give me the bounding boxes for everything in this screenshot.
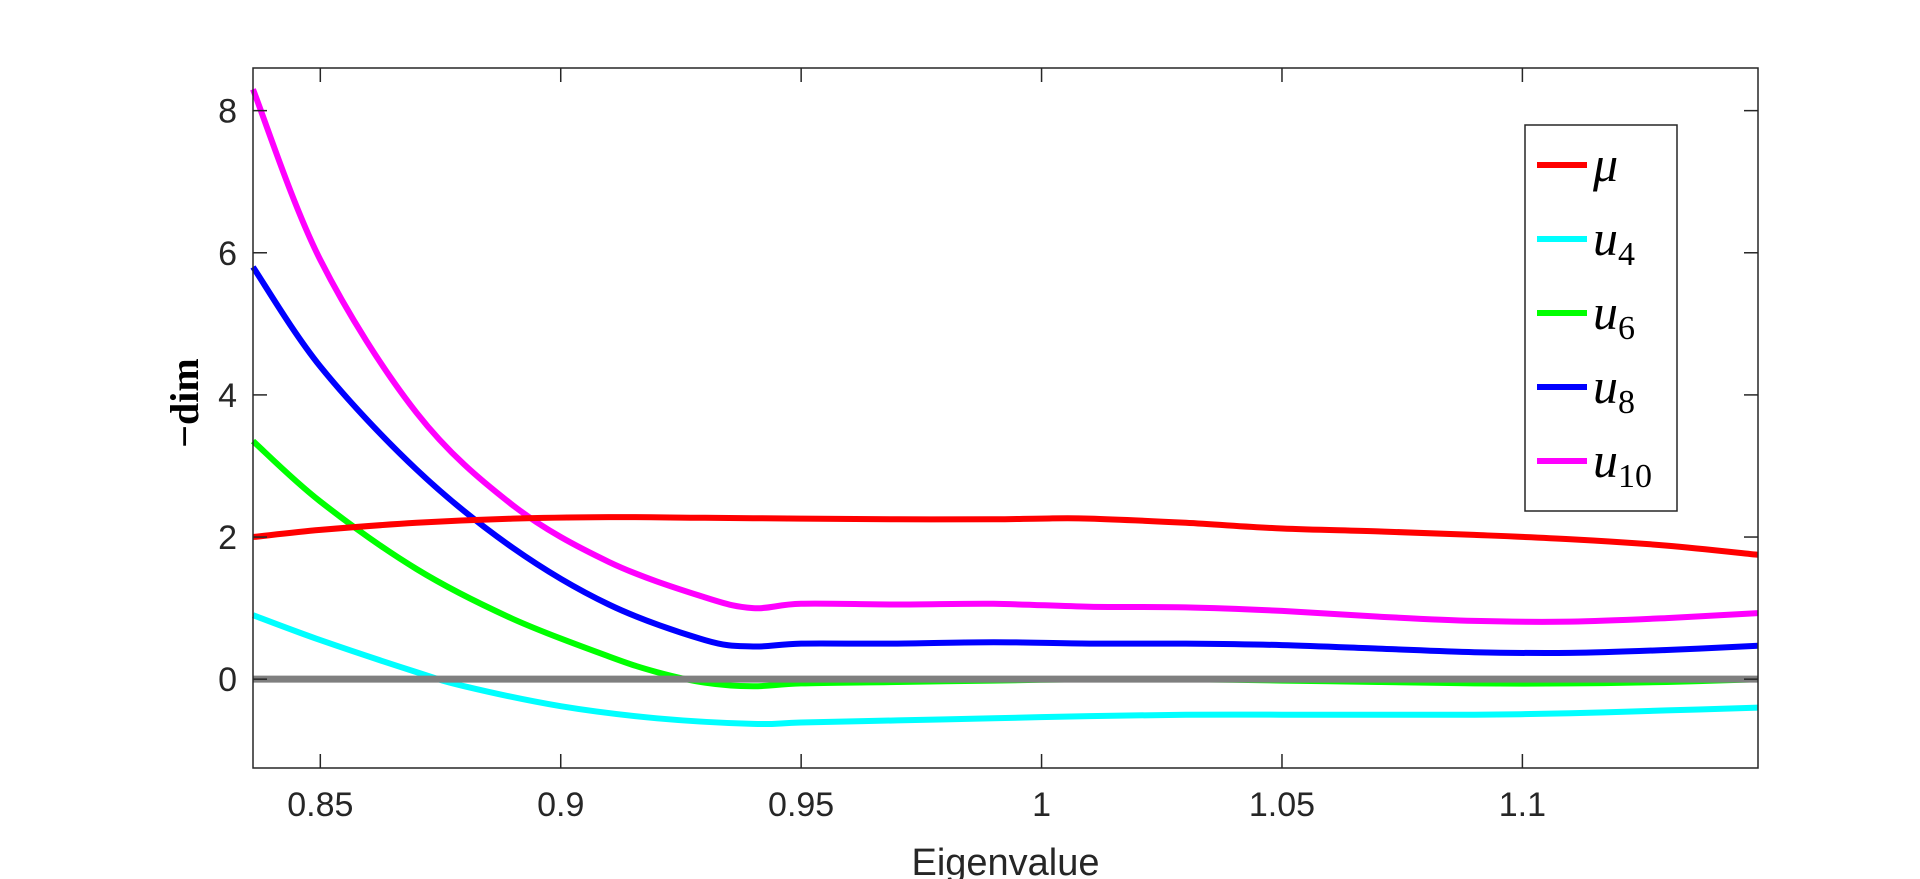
- legend-subscript-u8: 8: [1618, 384, 1635, 421]
- y-tick-label: 8: [218, 93, 237, 131]
- y-tick-label: 2: [218, 519, 237, 557]
- legend-subscript-u4: 4: [1618, 236, 1635, 273]
- legend-box: [1524, 124, 1678, 512]
- legend-subscript-u6: 6: [1618, 310, 1635, 347]
- x-tick-label: 1.05: [1249, 786, 1315, 824]
- axis-ticks: [253, 68, 1758, 768]
- y-axis-label: −dim: [162, 358, 207, 447]
- plot-lines: [250, 88, 1759, 728]
- legend-subscript-u10: 10: [1618, 458, 1652, 495]
- x-tick-label: 1.1: [1499, 786, 1546, 824]
- legend-label-mu: μ: [1592, 136, 1618, 192]
- series-line-u8: [250, 265, 1759, 657]
- y-tick-label: 6: [218, 235, 237, 273]
- axis-tick-labels: 0.85 0.9 0.95 1 1.05 1.1 0 2 4 6 8: [218, 93, 1546, 824]
- series-line-u4: [251, 612, 1759, 728]
- x-axis-label: Eigenvalue: [911, 842, 1099, 879]
- x-tick-label: 0.95: [768, 786, 834, 824]
- x-tick-label: 1: [1032, 786, 1051, 824]
- series-line-mu: [252, 514, 1759, 558]
- plot-area-frame: [252, 67, 1759, 769]
- series-line-u10: [250, 88, 1759, 625]
- y-tick-label: 0: [218, 661, 237, 699]
- x-tick-label: 0.85: [287, 786, 353, 824]
- y-tick-label: 4: [218, 377, 237, 415]
- x-tick-label: 0.9: [537, 786, 584, 824]
